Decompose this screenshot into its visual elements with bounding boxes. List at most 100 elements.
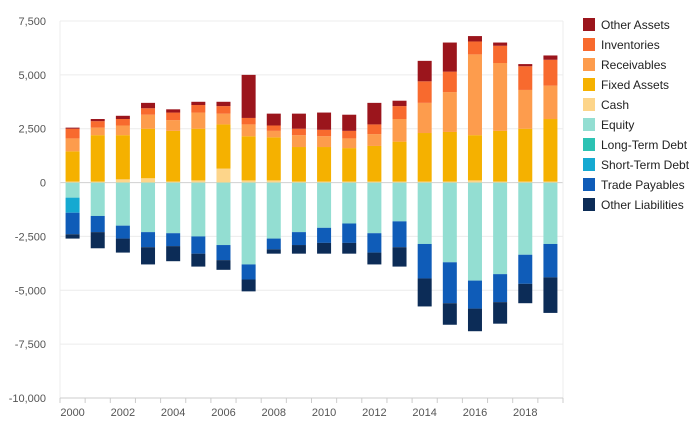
bar-segment-fixed-assets xyxy=(518,128,533,182)
bar-segment-equity xyxy=(367,182,382,234)
bar-segment-other-assets xyxy=(90,119,105,122)
y-tick-label: 2,500 xyxy=(18,124,46,136)
legend-label: Trade Payables xyxy=(601,178,685,192)
bar-segment-inventories xyxy=(141,108,156,115)
bar-segment-receivables xyxy=(417,102,432,134)
bar-segment-inventories xyxy=(241,117,256,125)
bar-segment-equity xyxy=(90,182,105,216)
bar-segment-receivables xyxy=(115,125,130,136)
bar-segment-trade-payables xyxy=(216,245,231,261)
bar-segment-inventories xyxy=(467,41,482,55)
legend-swatch xyxy=(583,38,595,51)
bar-segment-fixed-assets xyxy=(367,145,382,182)
y-tick-label: -2,500 xyxy=(15,231,46,243)
bar-segment-inventories xyxy=(90,121,105,128)
bar-segment-cash xyxy=(266,180,281,183)
bar-segment-fixed-assets xyxy=(90,135,105,182)
legend-label: Fixed Assets xyxy=(601,78,669,92)
bar-segment-trade-payables xyxy=(417,243,432,279)
bar-segment-other-liabilities xyxy=(115,238,130,253)
bar-segment-trade-payables xyxy=(518,254,533,284)
bar-segment-trade-payables xyxy=(291,232,306,246)
bar-segment-trade-payables xyxy=(392,221,407,248)
legend-swatch xyxy=(583,78,595,91)
legend-swatch xyxy=(583,178,595,191)
bar-segment-other-liabilities xyxy=(342,242,357,254)
bar-segment-inventories xyxy=(442,71,457,93)
legend-swatch xyxy=(583,158,595,171)
bar-segment-trade-payables xyxy=(191,236,206,254)
bar-segment-other-assets xyxy=(141,102,156,109)
grid-lines xyxy=(59,20,564,399)
legend-label: Equity xyxy=(601,118,634,132)
bar-segment-other-liabilities xyxy=(317,242,332,254)
x-tick-label: 2000 xyxy=(60,407,84,419)
bar-segment-equity xyxy=(442,182,457,263)
bar-segment-fixed-assets xyxy=(543,119,558,182)
bar-segment-cash xyxy=(367,181,382,183)
bar-segment-cash xyxy=(392,181,407,183)
bar-segment-trade-payables xyxy=(241,264,256,280)
bar-segment-cash xyxy=(442,181,457,183)
legend-swatch xyxy=(583,118,595,131)
x-tick-label: 2012 xyxy=(362,407,386,419)
x-axis: 2000 2002 2004 2006 2008 2010 2012 2014 2016 2018 xyxy=(59,397,564,419)
bar-segment-inventories xyxy=(543,59,558,86)
legend-label: Short-Term Debt xyxy=(601,158,690,172)
bar-segment-fixed-assets xyxy=(115,135,130,180)
bar-segment-inventories xyxy=(367,124,382,135)
legend-label: Receivables xyxy=(601,58,666,72)
bar-segment-trade-payables xyxy=(317,227,332,243)
bar-segment-receivables xyxy=(241,124,256,137)
bar-segment-other-assets xyxy=(543,55,558,60)
bar-segment-other-assets xyxy=(367,102,382,125)
bar-segment-other-liabilities xyxy=(367,252,382,265)
bar-segment-fixed-assets xyxy=(442,131,457,182)
legend-label: Long-Term Debt xyxy=(601,138,688,152)
bar-segment-receivables xyxy=(392,119,407,142)
bar-segment-other-liabilities xyxy=(392,247,407,267)
bar-segment-trade-payables xyxy=(90,215,105,233)
bar-segment-fixed-assets xyxy=(266,137,281,181)
bar-segment-other-liabilities xyxy=(493,302,508,324)
bar-segment-trade-payables xyxy=(65,212,80,235)
bar-segment-fixed-assets xyxy=(141,128,156,179)
bar-segment-other-assets xyxy=(166,109,181,113)
bar-segment-equity xyxy=(518,182,533,255)
legend-swatch xyxy=(583,198,595,211)
bar-segment-trade-payables xyxy=(543,243,558,278)
bar-segment-fixed-assets xyxy=(467,135,482,181)
bar-segment-receivables xyxy=(518,89,533,129)
bar-segment-equity xyxy=(493,182,508,275)
bar-segment-other-liabilities xyxy=(291,245,306,254)
y-tick-label: -5,000 xyxy=(15,285,46,297)
bar-segment-fixed-assets xyxy=(342,148,357,182)
bar-segment-receivables xyxy=(166,120,181,131)
x-tick-label: 2010 xyxy=(312,407,336,419)
bar-segment-trade-payables xyxy=(467,280,482,309)
bar-segment-other-assets xyxy=(467,36,482,42)
bar-segment-cash xyxy=(417,181,432,183)
bar-segment-inventories xyxy=(317,129,332,137)
bar-segment-fixed-assets xyxy=(241,136,256,181)
bar-segment-receivables xyxy=(493,63,508,131)
bar-segment-equity xyxy=(342,182,357,224)
bar-segment-cash xyxy=(342,181,357,183)
bar-segment-other-liabilities xyxy=(266,249,281,254)
legend-label: Other Assets xyxy=(601,18,670,32)
bar-segment-inventories xyxy=(342,130,357,139)
bar-segment-other-assets xyxy=(342,114,357,131)
x-tick-label: 2014 xyxy=(412,407,436,419)
bar-segment-other-assets xyxy=(317,112,332,130)
bar-segment-trade-payables xyxy=(493,274,508,303)
bar-segment-short-term-debt xyxy=(65,197,80,213)
bar-segment-equity xyxy=(291,182,306,233)
bar-segment-cash xyxy=(191,180,206,183)
bar-segment-cash xyxy=(543,181,558,183)
legend-label: Other Liabilities xyxy=(601,198,684,212)
bar-segment-equity xyxy=(141,182,156,233)
legend-label: Inventories xyxy=(601,38,660,52)
bar-segment-other-assets xyxy=(417,60,432,82)
bar-segment-inventories xyxy=(65,128,80,139)
bar-segment-receivables xyxy=(90,127,105,136)
